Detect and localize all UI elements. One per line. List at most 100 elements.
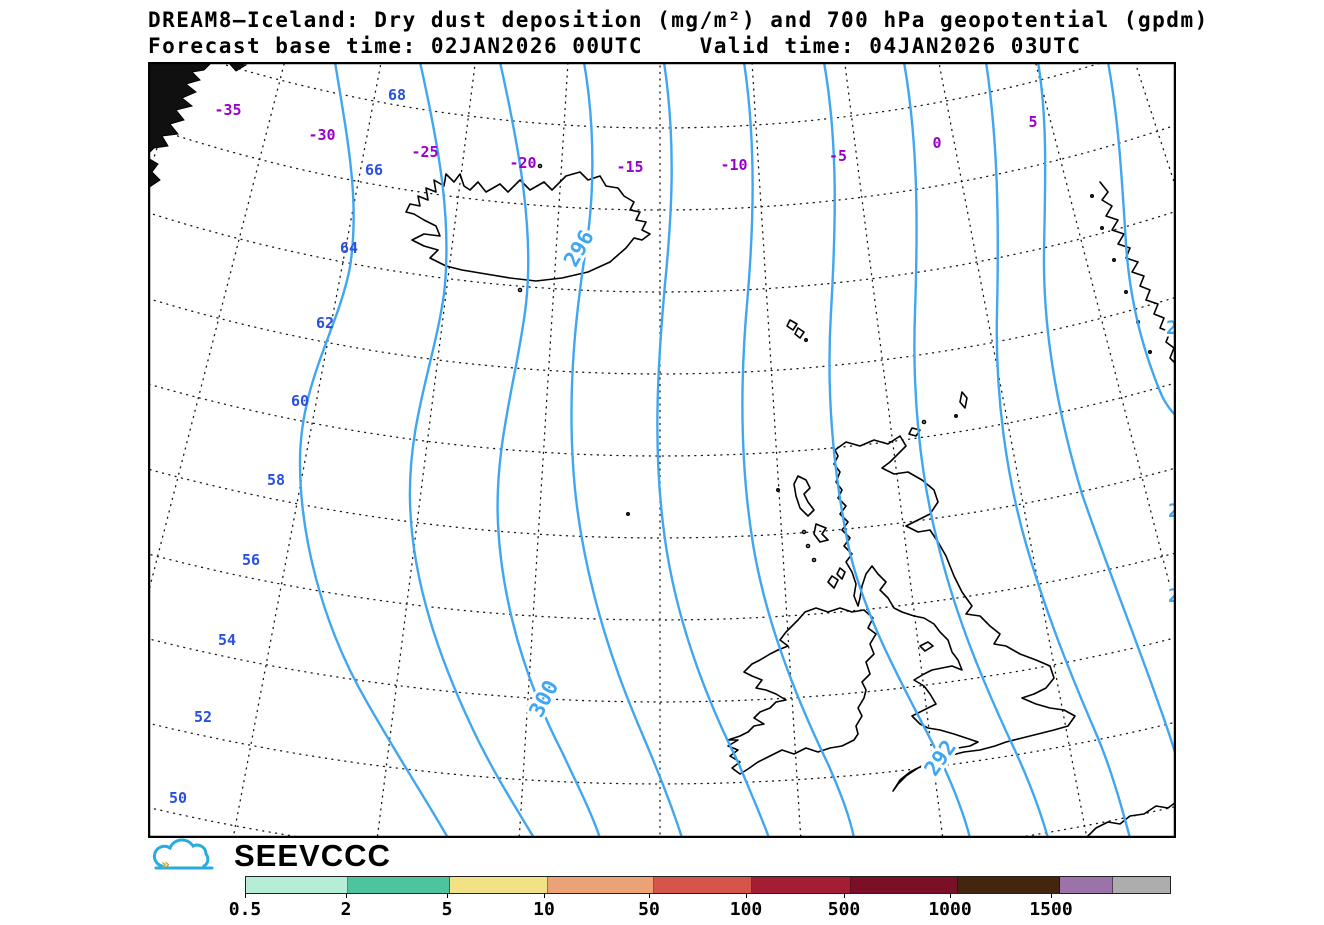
isle-of-man-coast [919,641,934,652]
contour-line [741,62,856,838]
parallel-line [148,783,1176,838]
contour-line [1036,62,1176,760]
latitude-label: 54 [218,631,236,649]
colorbar-tick-label: 2 [340,899,352,920]
island-dot [1111,258,1116,263]
shetland-coast [959,391,968,409]
latitude-label: 64 [340,239,358,257]
weather-map: -35 -30 -25 -20 -15 -10 -5 0 5 68 66 64 62 60 58 56 54 52… [148,62,1176,838]
colorbar-segment [348,877,450,893]
hebrides-coast [793,475,846,589]
longitude-label: -15 [616,158,643,176]
longitude-label: -25 [411,143,438,161]
coastlines [148,62,1176,838]
island-dot [803,337,808,342]
island-dot [537,163,543,169]
colorbar-tick-mark [649,893,650,898]
meridian-line [1034,62,1176,613]
graticule [148,62,1176,838]
longitude-label: 0 [932,134,941,152]
colorbar-tick-label: 500 [827,899,861,920]
colorbar-tick-mark [245,893,246,898]
contour-line [570,62,684,838]
faroe-islands-coast [786,319,805,339]
colorbar-tick-label: 1500 [1029,899,1073,920]
contour-line [1106,62,1176,418]
clipped-contour-label: 2 [1166,317,1176,339]
island-dot [921,419,927,425]
colorbar-tick-mark [746,893,747,898]
contour-line [496,62,602,838]
longitude-label: -30 [308,126,335,144]
ireland-coast [727,607,877,775]
colorbar-tick-label: 100 [729,899,763,920]
colorbar-segment [548,877,654,893]
colorbar-segment [1113,877,1170,893]
longitude-label: -20 [509,154,536,172]
colorbar-segment [654,877,752,893]
parallel-line [213,62,1107,129]
contour-line [984,62,1132,838]
forecast-time-subtitle: Forecast base time: 02JAN2026 00UTC Vali… [148,34,1082,58]
meridian-line [938,62,1088,838]
geopotential-contour-label: 296 [559,226,599,271]
island-dot [805,543,811,549]
island-dot [1147,349,1152,354]
parallel-line [148,637,1176,703]
colorbar-segment [958,877,1060,893]
parallel-line [148,210,1176,293]
great-britain-coast [833,435,1076,792]
colorbar-tick-mark [447,893,448,898]
parallel-line [148,805,1176,838]
svg-text:»: » [161,857,170,873]
contour-line [656,62,771,838]
colorbar-tick-mark [544,893,545,898]
colorbar-tick-mark [346,893,347,898]
latitude-label: 58 [267,471,285,489]
longitude-label: -10 [720,156,747,174]
island-dot [1089,194,1094,199]
colorbar-segments [245,876,1171,894]
logo-text: SEEVCCC [234,838,391,873]
colorbar-tick-label: 1000 [928,899,972,920]
island-dot [775,487,780,492]
latitude-label: 68 [388,86,406,104]
contour-line [822,62,972,838]
colorbar-segment [752,877,851,893]
meridian-line [148,62,286,597]
island-dot [953,413,958,418]
contour-line [902,62,1050,838]
iceland-coast [405,171,651,282]
rockall-dot [625,511,630,516]
parallel-line [148,721,1176,785]
latitude-label: 66 [365,161,383,179]
france-coast [1085,801,1176,838]
latitude-label: 50 [169,789,187,807]
colorbar-tick-label: 50 [638,899,660,920]
latitude-label: 62 [316,314,334,332]
island-dot [1099,226,1104,231]
geopotential-contours [298,62,1176,838]
greenland-coast [148,62,213,155]
colorbar-tick-mark [950,893,951,898]
geopotential-contour-label: 292 [920,736,961,781]
clipped-contour-label: 2 [1168,585,1176,607]
colorbar-tick-mark [1051,893,1052,898]
page-title: DREAM8—Iceland: Dry dust deposition (mg/… [148,8,1209,32]
colorbar-segment [450,877,548,893]
meridian-line [1147,62,1176,838]
latitude-label: 60 [291,392,309,410]
cloud-icon: » [152,838,214,873]
contour-line [298,62,450,838]
island-dot [801,529,807,535]
norway-coast [1099,181,1176,365]
parallel-line [148,124,1176,211]
colorbar-segment [1060,877,1113,893]
seevccc-logo: » SEEVCCC [148,838,391,874]
clipped-contour-label: 2 [1168,500,1176,522]
contour-line [408,62,536,838]
island-dot [517,287,523,293]
parallel-line [148,552,1176,621]
colorbar-segment [246,877,348,893]
